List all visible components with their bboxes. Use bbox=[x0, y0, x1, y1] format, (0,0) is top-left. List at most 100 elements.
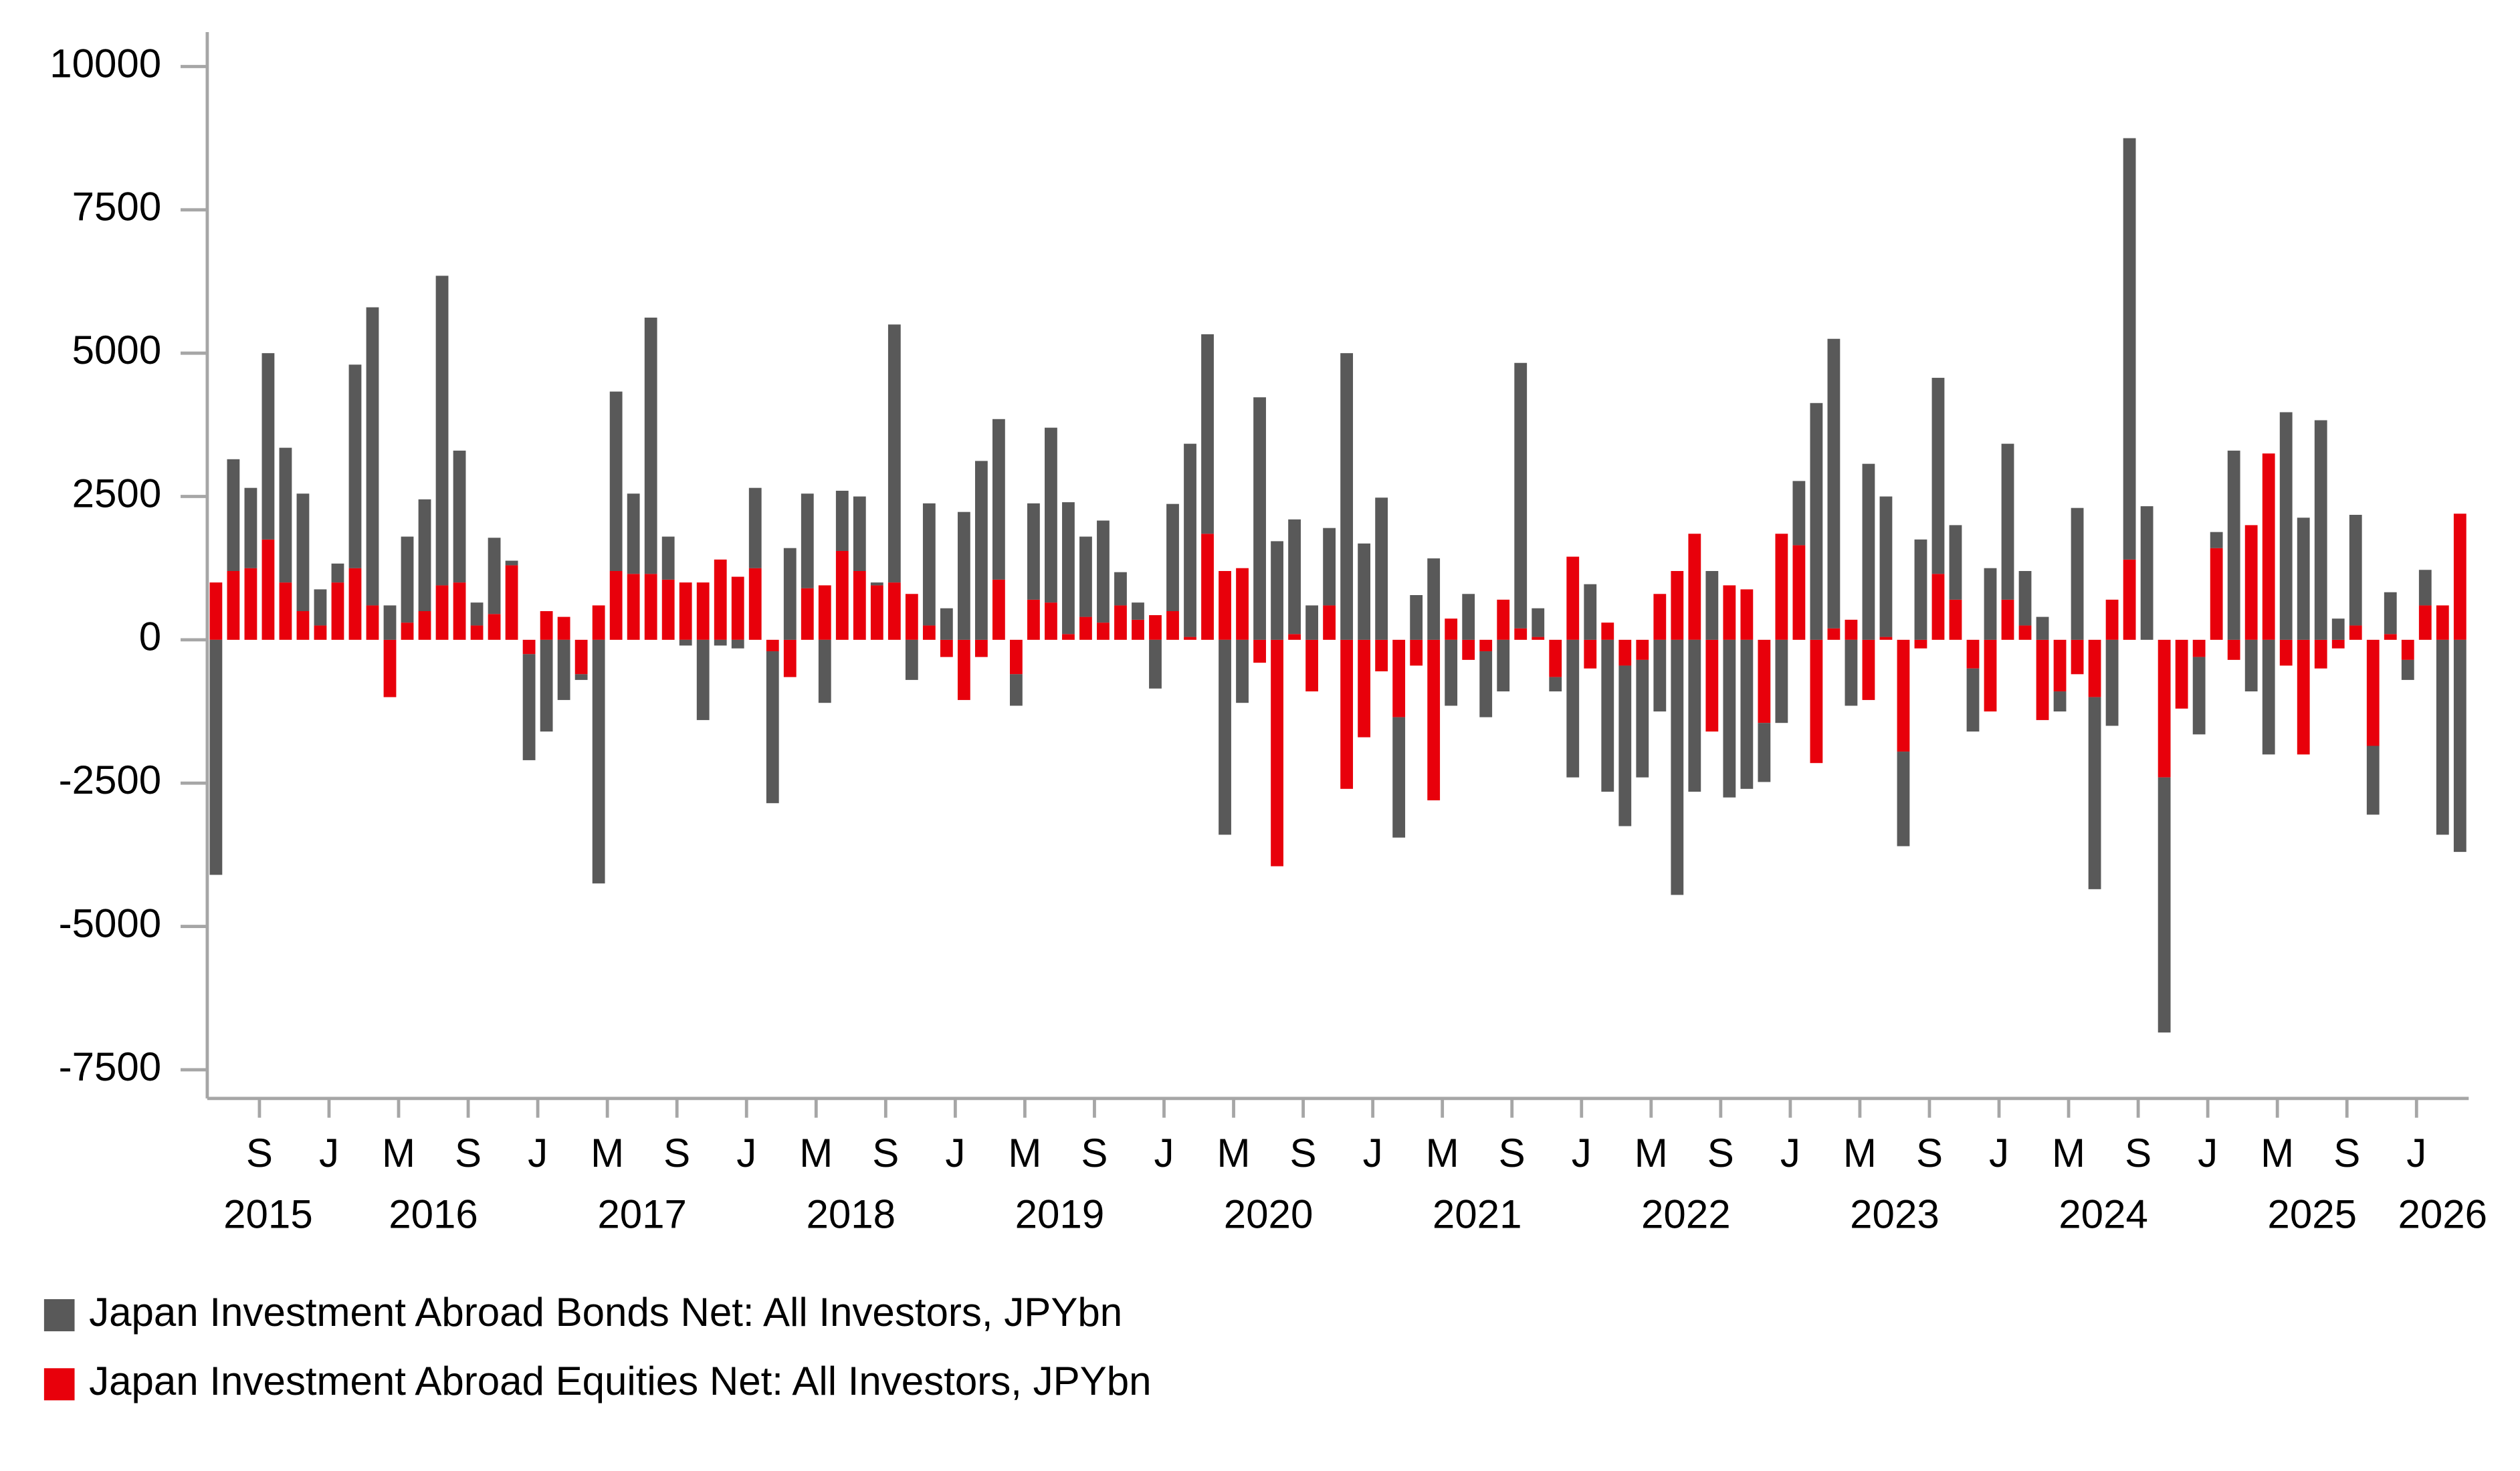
bar bbox=[1532, 608, 1545, 637]
year-label: 2021 bbox=[1433, 1192, 1522, 1236]
bar bbox=[1027, 503, 1040, 600]
bar bbox=[522, 654, 536, 760]
bar bbox=[279, 447, 292, 583]
bar bbox=[2192, 657, 2206, 735]
bar bbox=[1671, 639, 1684, 895]
bar bbox=[1601, 623, 1614, 640]
bar bbox=[366, 605, 379, 640]
bar bbox=[748, 487, 762, 568]
bar bbox=[714, 639, 727, 646]
legend-swatch bbox=[43, 1368, 75, 1401]
bar bbox=[1532, 637, 1545, 640]
legend-label: Japan Investment Abroad Equities Net: Al… bbox=[89, 1359, 1151, 1403]
bar bbox=[2384, 634, 2397, 640]
year-label: 2022 bbox=[1641, 1192, 1731, 1236]
bar bbox=[2331, 618, 2345, 640]
bar bbox=[957, 639, 970, 700]
bar bbox=[1323, 605, 1336, 640]
bar bbox=[1497, 599, 1510, 640]
year-label: 2026 bbox=[2398, 1192, 2488, 1236]
bar bbox=[1705, 639, 1719, 732]
bar bbox=[1914, 539, 1927, 640]
bar bbox=[835, 490, 849, 551]
bar bbox=[418, 611, 431, 640]
bar bbox=[1549, 677, 1562, 692]
bar bbox=[1305, 605, 1318, 640]
bar bbox=[1984, 568, 1997, 640]
bar bbox=[1827, 628, 1841, 640]
bar bbox=[2227, 450, 2240, 640]
bar bbox=[1236, 639, 1249, 703]
bar bbox=[401, 623, 414, 640]
bar bbox=[1427, 558, 1441, 640]
x-tick-label: M bbox=[1635, 1131, 1668, 1175]
bar bbox=[679, 639, 692, 646]
bar bbox=[453, 450, 466, 583]
bar bbox=[244, 487, 257, 568]
x-tick-label: J bbox=[319, 1131, 339, 1175]
bar bbox=[1010, 674, 1023, 706]
bar bbox=[1149, 615, 1162, 640]
bar bbox=[818, 585, 831, 640]
x-tick-label: S bbox=[246, 1131, 273, 1175]
bar bbox=[1114, 605, 1127, 640]
bar bbox=[905, 639, 918, 680]
x-tick-label: J bbox=[945, 1131, 965, 1175]
bar bbox=[1392, 639, 1406, 717]
bar bbox=[887, 324, 901, 583]
x-tick-label: S bbox=[1916, 1131, 1943, 1175]
bar bbox=[1271, 639, 1283, 867]
bar bbox=[574, 674, 588, 680]
bar bbox=[1775, 639, 1788, 723]
bar bbox=[1810, 639, 1823, 764]
bar bbox=[2349, 625, 2362, 640]
year-label: 2015 bbox=[223, 1192, 313, 1236]
bar bbox=[1201, 534, 1214, 640]
bar bbox=[957, 512, 970, 640]
bar bbox=[661, 536, 675, 580]
bar bbox=[574, 639, 588, 675]
y-tick-label: 7500 bbox=[72, 185, 162, 229]
bar bbox=[731, 639, 744, 649]
bar bbox=[1723, 585, 1736, 640]
bar bbox=[314, 625, 327, 640]
bar bbox=[801, 493, 814, 588]
bar bbox=[2071, 639, 2084, 675]
bar bbox=[2088, 697, 2101, 889]
bar bbox=[2227, 639, 2240, 660]
bar bbox=[1775, 534, 1788, 640]
bar bbox=[1740, 589, 1754, 640]
bar bbox=[1149, 639, 1162, 689]
bar bbox=[766, 639, 779, 652]
bar bbox=[418, 499, 431, 612]
bar bbox=[1010, 639, 1023, 675]
bar bbox=[2279, 639, 2293, 666]
bar bbox=[314, 589, 327, 626]
bar bbox=[696, 639, 710, 720]
bar bbox=[609, 570, 623, 640]
bar bbox=[2001, 443, 2014, 600]
x-tick-label: S bbox=[2125, 1131, 2151, 1175]
bar bbox=[279, 582, 292, 640]
bar bbox=[2418, 570, 2432, 606]
year-label: 2024 bbox=[2059, 1192, 2148, 1236]
bar bbox=[1949, 525, 1962, 600]
bar bbox=[1288, 634, 1301, 640]
y-tick-label: 5000 bbox=[72, 328, 162, 372]
bar bbox=[644, 318, 657, 574]
bar bbox=[1740, 639, 1754, 789]
bar bbox=[748, 568, 762, 640]
bar bbox=[505, 565, 518, 640]
bar bbox=[887, 582, 901, 640]
bar bbox=[1375, 497, 1388, 640]
x-tick-label: J bbox=[736, 1131, 756, 1175]
bar bbox=[1410, 639, 1423, 666]
bar bbox=[1723, 639, 1736, 798]
x-tick-label: J bbox=[1363, 1131, 1383, 1175]
bar bbox=[1879, 496, 1893, 637]
bar bbox=[714, 559, 727, 640]
bar bbox=[1479, 651, 1493, 717]
bar bbox=[1375, 639, 1388, 672]
x-tick-label: M bbox=[1217, 1131, 1251, 1175]
